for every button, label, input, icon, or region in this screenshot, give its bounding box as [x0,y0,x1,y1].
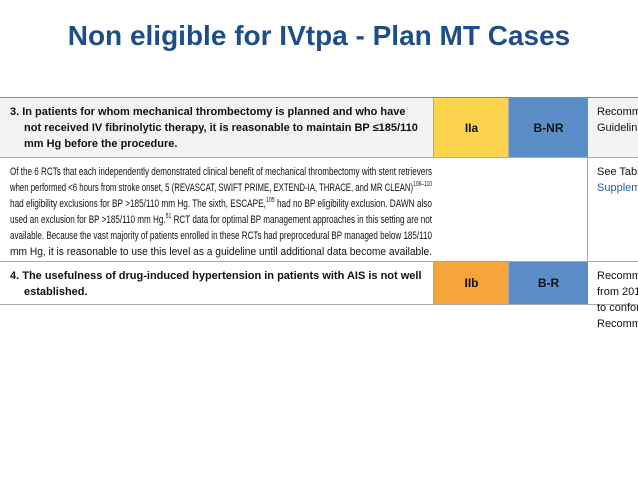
text-segment: Of the 6 RCTs that each independently de… [10,166,432,178]
text-line: established. [24,284,88,300]
table-row: 4. The usefulness of drug-induced hypert… [0,262,638,330]
note-line: Recomm [597,270,638,282]
note-line: Recomm [597,318,638,330]
text-line: mm Hg, it is reasonable to use this leve… [10,244,432,260]
note-line: Guidelin [597,122,638,134]
note-cell: Recomm from 201 to confor Recomm [597,268,638,332]
note-line: Supplem [597,182,638,194]
text-segment: 4. The usefulness of drug-induced hypert… [10,270,422,282]
slide-title: Non eligible for IVtpa - Plan MT Cases [67,20,571,51]
text-line: used an exclusion for BP >185/110 mm Hg.… [10,212,432,228]
text-segment: when performed <6 hours from stroke onse… [10,182,414,194]
text-line: Of the 6 RCTs that each independently de… [10,164,432,180]
superscript: 105 [265,197,275,204]
text-segment: 3. In patients for whom mechanical throm… [10,106,406,118]
row-text: 4. The usefulness of drug-induced hypert… [10,268,422,300]
loe-cell: B-NR [508,98,588,157]
superscript: 106–110 [413,181,432,188]
superscript: 51 [165,213,172,220]
table-row: 3. In patients for whom mechanical throm… [0,97,638,158]
note-line: Recomm [597,106,638,118]
text-line: had eligibility exclusions for BP >185/1… [10,196,432,212]
text-segment: not received IV fibrinolytic therapy, it… [24,122,418,134]
class-cell: IIb [433,262,509,304]
text-line: 3. In patients for whom mechanical throm… [10,104,405,120]
text-segment: mm Hg, it is reasonable to use this leve… [10,246,432,258]
note-line: from 201 [597,286,638,298]
text-segment: had no BP eligibility exclusion. DAWN al… [274,198,432,210]
table-row: Of the 6 RCTs that each independently de… [0,158,638,262]
row-text: 3. In patients for whom mechanical throm… [10,104,418,152]
loe-cell: B-R [508,262,588,304]
text-line: mm Hg before the procedure. [24,136,177,152]
note-line: to confor [597,302,638,314]
divider [587,158,588,261]
text-segment: had eligibility exclusions for BP >185/1… [10,198,266,210]
text-segment: available. Because the vast majority of … [10,230,432,242]
text-line: 4. The usefulness of drug-induced hypert… [10,268,422,284]
text-segment: established. [24,286,88,298]
note-cell: Recomm Guidelin [597,104,638,136]
text-line: not received IV fibrinolytic therapy, it… [24,120,418,136]
note-line: See Tabl [597,166,638,178]
text-segment: used an exclusion for BP >185/110 mm Hg. [10,214,166,226]
text-line: when performed <6 hours from stroke onse… [10,180,432,196]
text-segment: RCT data for optimal BP management appro… [171,214,432,226]
text-line: available. Because the vast majority of … [10,228,432,244]
note-cell: See Tabl Supplem [597,164,638,196]
row-text: Of the 6 RCTs that each independently de… [10,164,608,260]
text-segment: mm Hg before the procedure. [24,138,178,150]
class-cell: IIa [433,98,509,157]
